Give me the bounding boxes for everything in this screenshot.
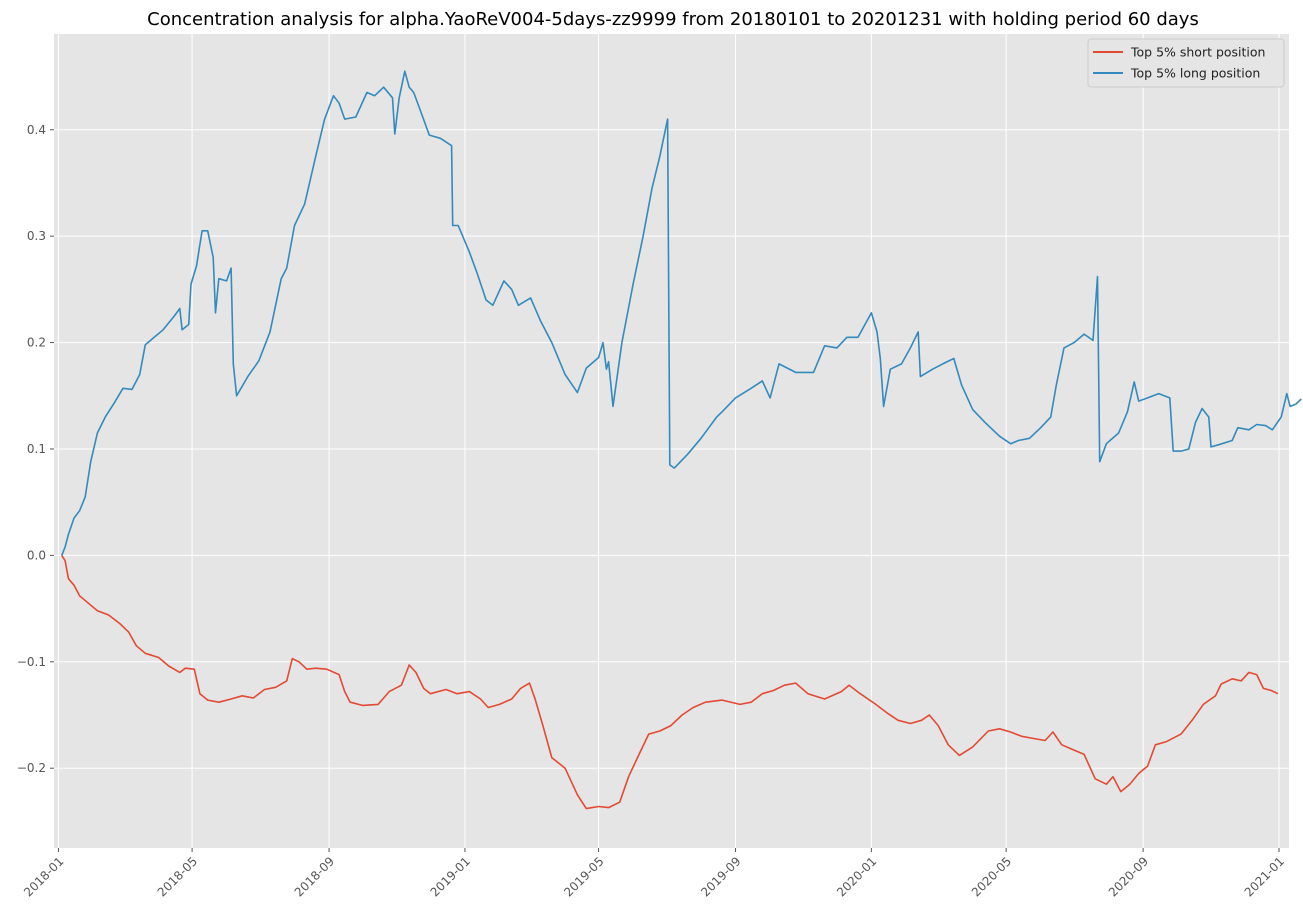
x-tick-label: 2018-01 [21,854,66,899]
x-tick-label: 2019-09 [698,854,743,899]
y-tick-label: 0.2 [27,336,46,350]
y-tick-label: −0.2 [17,761,46,775]
y-tick-label: −0.1 [17,655,46,669]
x-tick-label: 2020-05 [969,854,1014,899]
legend: Top 5% short position Top 5% long positi… [1087,38,1285,88]
series-line-long [61,70,1302,556]
y-tick-label: 0.1 [27,442,46,456]
x-tick-label: 2018-09 [292,854,337,899]
series-lines [61,70,1302,810]
y-tick-label: 0.4 [27,123,46,137]
x-tick-label: 2021-01 [1242,854,1287,899]
x-tick-label: 2018-05 [155,854,200,899]
y-tick-label: 0.0 [27,548,46,562]
legend-label-long: Top 5% long position [1130,66,1260,81]
x-tick-label: 2019-05 [561,854,606,899]
x-tick-label: 2020-09 [1106,854,1151,899]
plot-area [54,34,1289,848]
series-line-short [61,554,1279,810]
y-tick-label: 0.3 [27,229,46,243]
x-tick-label: 2019-01 [428,854,473,899]
x-tick-label: 2020-01 [834,854,879,899]
chart-title: Concentration analysis for alpha.YaoReV0… [147,9,1199,30]
legend-label-short: Top 5% short position [1130,45,1265,60]
legend-box [1087,38,1285,88]
